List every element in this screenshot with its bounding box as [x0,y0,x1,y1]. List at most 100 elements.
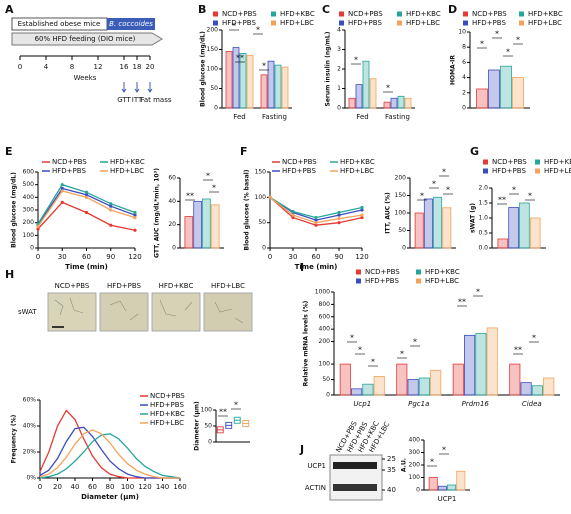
histology-group: HFD+KBC [159,282,194,290]
legend-swatch [535,159,540,165]
y-tick-label: 40% [23,423,37,430]
y-tick-label: 600 [23,169,35,176]
legend-label: HFD+PBS [492,167,526,175]
bar [529,217,541,249]
y-tick-label: 0 [326,392,330,399]
bar [486,327,498,396]
y-tick-label: 40 [168,198,176,205]
legend-label: HFD+PBS [150,401,184,409]
point [337,213,341,217]
y-tick-label: 100 [255,194,267,201]
bar [442,207,452,249]
legend-swatch [519,20,524,26]
legend-label: HFD+KBC [425,268,460,276]
legend-swatch [535,168,540,174]
legend-label: HFD+LBC [150,419,184,427]
y-tick-label: 150 [395,192,407,199]
x-tick-label: 30 [58,253,67,261]
blot-band: UCP1 [307,462,326,470]
y-tick-label: 2 [462,89,466,96]
point [36,227,40,231]
bar [339,363,351,396]
significance: * [532,334,536,343]
histology-group: NCD+PBS [55,282,90,290]
line [39,429,180,479]
y-axis-label: Diameter (μm) [194,401,201,451]
y-tick-label: 50 [322,376,330,383]
bar [232,47,240,109]
point [84,195,89,199]
point [36,224,40,229]
point [109,204,113,208]
y-tick-label: 200 [395,175,407,182]
x-tick-label: UCP1 [438,495,457,503]
x-tick-label: Fasting [262,113,287,121]
y-tick-label: 0.0 [478,245,488,252]
y-axis-label: sWAT (g) [470,203,477,233]
x-tick-label: 20 [53,483,62,491]
significance: * [420,192,424,201]
timeline-event-arrow [134,82,140,93]
bar [488,69,500,109]
y-tick-label: 1 [337,85,341,92]
legend-swatch [213,11,218,17]
bar [373,376,385,396]
bar [500,65,512,109]
y-axis-label: Blood glucose (% basal) [244,169,251,250]
timeline-event-arrow [121,82,127,93]
bar [355,84,363,109]
panel-letter: I [300,261,304,274]
bar [274,64,282,109]
bar [202,198,211,249]
x-tick-label: 120 [355,253,368,261]
y-tick-label: 20 [168,221,176,228]
legend-swatch [271,11,276,17]
timeline-tick-label: 4 [44,63,49,71]
point [314,221,318,225]
y-tick-label: 600 [319,313,331,320]
bar [428,477,438,491]
legend-swatch [483,159,488,165]
y-tick-label: 100 [207,66,219,73]
y-tick-label: 0 [214,105,218,112]
significance: * [432,180,436,189]
y-axis-label: Blood glucose (mg/dL) [11,172,18,248]
x-tick-label: Ucp1 [353,400,371,408]
point [60,183,64,187]
y-axis-label: Serum insulin (ng/mL) [325,31,332,106]
legend-label: NCD+PBS [52,158,87,166]
bar [362,383,374,396]
significance: * [506,48,510,57]
legend-label: HFD+PBS [365,277,399,285]
point [360,216,364,220]
timeline-event-arrow [147,82,153,93]
legend-label: HFD+KBC [528,10,563,18]
x-tick-label: 60 [82,253,91,261]
bar [246,54,254,109]
y-axis-label: GTT, AUC (mg/dL*min, 10³) [154,168,161,258]
timeline-xlabel: Weeks [74,74,97,82]
bar [260,74,268,109]
y-tick-label: 2.0 [478,185,488,192]
bar [390,97,398,109]
legend-swatch [356,269,361,275]
x-tick-label: Cidea [522,400,542,408]
bar [452,363,464,396]
x-tick-label: 30 [289,253,298,261]
y-tick-label: 400 [23,194,35,201]
bar [383,101,391,109]
timeline-tick-label: 12 [94,63,103,71]
legend-swatch [356,278,361,284]
point [291,213,295,217]
y-tick-label: 50 [210,85,218,92]
bar [348,97,356,109]
x-tick-label: 120 [138,483,151,491]
y-tick-label: 10 [458,29,466,36]
significance: * [442,168,446,177]
significance: * [480,40,484,49]
legend-label: HFD+LBC [280,19,314,27]
x-tick-label: 80 [106,483,115,491]
timeline-tick-label: 8 [70,63,74,71]
point [109,208,113,212]
y-axis-label: Relative mRNA levels (%) [303,300,310,386]
